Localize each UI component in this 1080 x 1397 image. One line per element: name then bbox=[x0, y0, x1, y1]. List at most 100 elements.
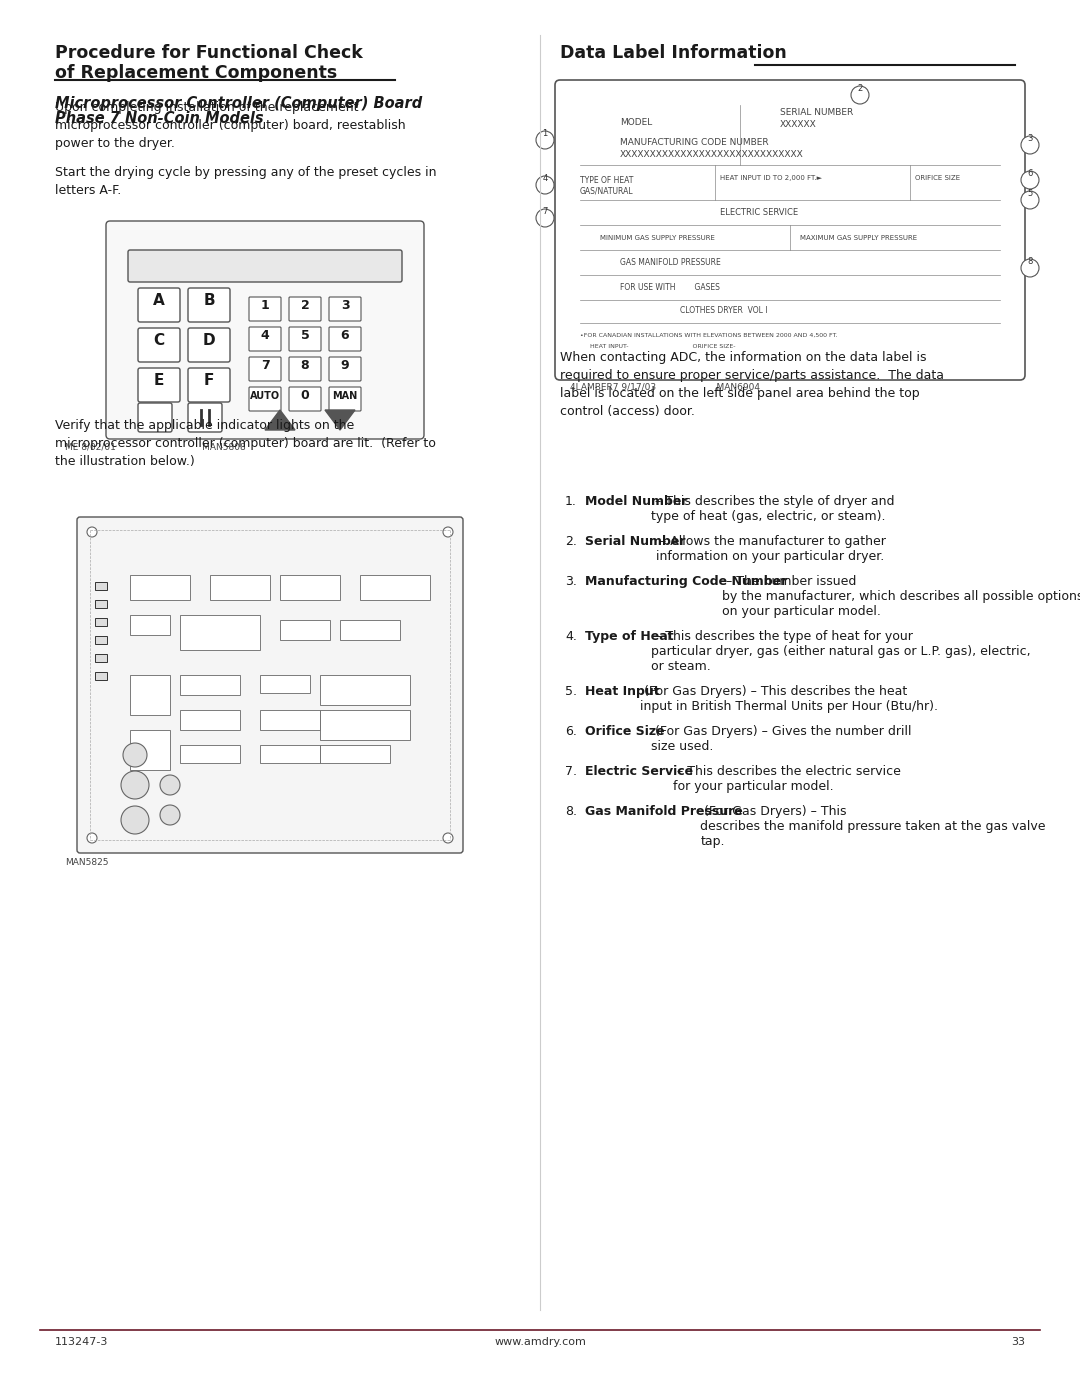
Text: XXXXXX: XXXXXX bbox=[780, 120, 816, 129]
FancyBboxPatch shape bbox=[129, 250, 402, 282]
Text: Procedure for Functional Check: Procedure for Functional Check bbox=[55, 43, 363, 61]
Text: F: F bbox=[204, 373, 214, 388]
FancyBboxPatch shape bbox=[188, 402, 222, 432]
Text: 8.: 8. bbox=[565, 805, 577, 819]
Text: ELECTRIC SERVICE: ELECTRIC SERVICE bbox=[720, 208, 798, 217]
Text: – This describes the electric service
for your particular model.: – This describes the electric service fo… bbox=[673, 766, 901, 793]
Bar bbox=[130, 731, 170, 770]
Bar bbox=[95, 654, 107, 662]
Polygon shape bbox=[325, 409, 355, 430]
Text: HEAT INPUT-                                ORIFICE SIZE-: HEAT INPUT- ORIFICE SIZE- bbox=[590, 344, 735, 349]
Circle shape bbox=[851, 87, 869, 103]
FancyBboxPatch shape bbox=[106, 221, 424, 439]
Text: MAN5825: MAN5825 bbox=[65, 858, 108, 868]
FancyBboxPatch shape bbox=[249, 298, 281, 321]
Text: C: C bbox=[153, 332, 164, 348]
FancyBboxPatch shape bbox=[249, 327, 281, 351]
Bar bbox=[260, 675, 310, 693]
FancyBboxPatch shape bbox=[329, 298, 361, 321]
Text: A: A bbox=[153, 293, 165, 307]
Text: (For Gas Dryers) – Gives the number drill
size used.: (For Gas Dryers) – Gives the number dril… bbox=[651, 725, 912, 753]
Circle shape bbox=[536, 131, 554, 149]
Text: MAN: MAN bbox=[333, 391, 357, 401]
FancyBboxPatch shape bbox=[138, 288, 180, 321]
Text: 4: 4 bbox=[542, 175, 548, 183]
Text: SERIAL NUMBER: SERIAL NUMBER bbox=[780, 108, 853, 117]
Text: B: B bbox=[203, 293, 215, 307]
Text: GAS/NATURAL: GAS/NATURAL bbox=[580, 186, 634, 196]
Text: 2: 2 bbox=[300, 299, 309, 312]
Circle shape bbox=[443, 527, 453, 536]
Text: Gas Manifold Pressure: Gas Manifold Pressure bbox=[585, 805, 743, 819]
Text: of Replacement Components: of Replacement Components bbox=[55, 64, 337, 82]
Bar bbox=[95, 636, 107, 644]
Bar bbox=[95, 599, 107, 608]
Circle shape bbox=[1021, 258, 1039, 277]
Text: GAS MANIFOLD PRESSURE: GAS MANIFOLD PRESSURE bbox=[620, 258, 720, 267]
Circle shape bbox=[1021, 170, 1039, 189]
Text: 3.: 3. bbox=[565, 576, 577, 588]
Text: 6: 6 bbox=[340, 330, 349, 342]
Text: 113247-3: 113247-3 bbox=[55, 1337, 108, 1347]
Text: Heat Input: Heat Input bbox=[585, 685, 660, 698]
Bar bbox=[130, 615, 170, 636]
Text: Data Label Information: Data Label Information bbox=[561, 43, 786, 61]
Text: MAXIMUM GAS SUPPLY PRESSURE: MAXIMUM GAS SUPPLY PRESSURE bbox=[800, 235, 917, 242]
FancyBboxPatch shape bbox=[188, 288, 230, 321]
Bar bbox=[280, 620, 330, 640]
Text: AUTO: AUTO bbox=[249, 391, 280, 401]
Bar bbox=[95, 672, 107, 680]
FancyBboxPatch shape bbox=[138, 402, 172, 432]
Text: Manufacturing Code Number: Manufacturing Code Number bbox=[585, 576, 787, 588]
Text: XXXXXXXXXXXXXXXXXXXXXXXXXXXXXX: XXXXXXXXXXXXXXXXXXXXXXXXXXXXXX bbox=[620, 149, 804, 159]
Circle shape bbox=[1021, 136, 1039, 154]
FancyBboxPatch shape bbox=[555, 80, 1025, 380]
Text: Serial Number: Serial Number bbox=[585, 535, 686, 548]
Text: Type of Heat: Type of Heat bbox=[585, 630, 674, 643]
Polygon shape bbox=[265, 409, 295, 430]
Text: HEAT INPUT ID TO 2,000 FT.►: HEAT INPUT ID TO 2,000 FT.► bbox=[720, 175, 822, 182]
Text: 7.: 7. bbox=[565, 766, 577, 778]
Text: 3: 3 bbox=[1027, 134, 1032, 142]
FancyBboxPatch shape bbox=[289, 327, 321, 351]
Text: (For Gas Dryers) – This
describes the manifold pressure taken at the gas valve
t: (For Gas Dryers) – This describes the ma… bbox=[701, 805, 1047, 848]
Bar bbox=[280, 576, 340, 599]
Text: 33: 33 bbox=[1011, 1337, 1025, 1347]
Text: D: D bbox=[203, 332, 215, 348]
Bar bbox=[180, 615, 260, 650]
Text: 4.: 4. bbox=[565, 630, 577, 643]
Text: Phase 7 Non-Coin Models: Phase 7 Non-Coin Models bbox=[55, 110, 264, 126]
Bar bbox=[320, 710, 410, 740]
FancyBboxPatch shape bbox=[188, 328, 230, 362]
Text: TYPE OF HEAT: TYPE OF HEAT bbox=[580, 176, 633, 184]
Text: MODEL: MODEL bbox=[620, 117, 652, 127]
FancyBboxPatch shape bbox=[289, 387, 321, 411]
FancyBboxPatch shape bbox=[138, 328, 180, 362]
Circle shape bbox=[443, 833, 453, 842]
Text: – The number issued
by the manufacturer, which describes all possible options
on: – The number issued by the manufacturer,… bbox=[723, 576, 1080, 617]
Text: 1: 1 bbox=[260, 299, 269, 312]
Text: 4: 4 bbox=[260, 330, 269, 342]
Circle shape bbox=[536, 176, 554, 194]
Text: 0: 0 bbox=[300, 388, 309, 402]
Text: 7: 7 bbox=[260, 359, 269, 372]
Text: FOR USE WITH        GASES: FOR USE WITH GASES bbox=[620, 284, 720, 292]
Text: 3: 3 bbox=[340, 299, 349, 312]
Circle shape bbox=[87, 833, 97, 842]
Text: 1: 1 bbox=[542, 129, 548, 138]
Text: 5: 5 bbox=[1027, 189, 1032, 198]
Text: Start the drying cycle by pressing any of the preset cycles in
letters A-F.: Start the drying cycle by pressing any o… bbox=[55, 166, 436, 197]
Text: CLOTHES DRYER  VOL I: CLOTHES DRYER VOL I bbox=[680, 306, 768, 314]
Text: 5.: 5. bbox=[565, 685, 577, 698]
Bar bbox=[260, 745, 320, 763]
Text: MINIMUM GAS SUPPLY PRESSURE: MINIMUM GAS SUPPLY PRESSURE bbox=[600, 235, 715, 242]
Circle shape bbox=[121, 806, 149, 834]
Text: Verify that the applicable indicator lights on the
microprocessor controller (co: Verify that the applicable indicator lig… bbox=[55, 419, 436, 468]
Text: When contacting ADC, the information on the data label is
required to ensure pro: When contacting ADC, the information on … bbox=[561, 351, 944, 418]
Bar bbox=[320, 745, 390, 763]
Text: 4LAMBER7 9/17/03                     MAN6904: 4LAMBER7 9/17/03 MAN6904 bbox=[570, 383, 760, 393]
Text: 8: 8 bbox=[300, 359, 309, 372]
Text: ME 8/02/01                              MAN5808: ME 8/02/01 MAN5808 bbox=[65, 443, 246, 453]
Text: 6: 6 bbox=[1027, 169, 1032, 177]
Bar bbox=[360, 576, 430, 599]
